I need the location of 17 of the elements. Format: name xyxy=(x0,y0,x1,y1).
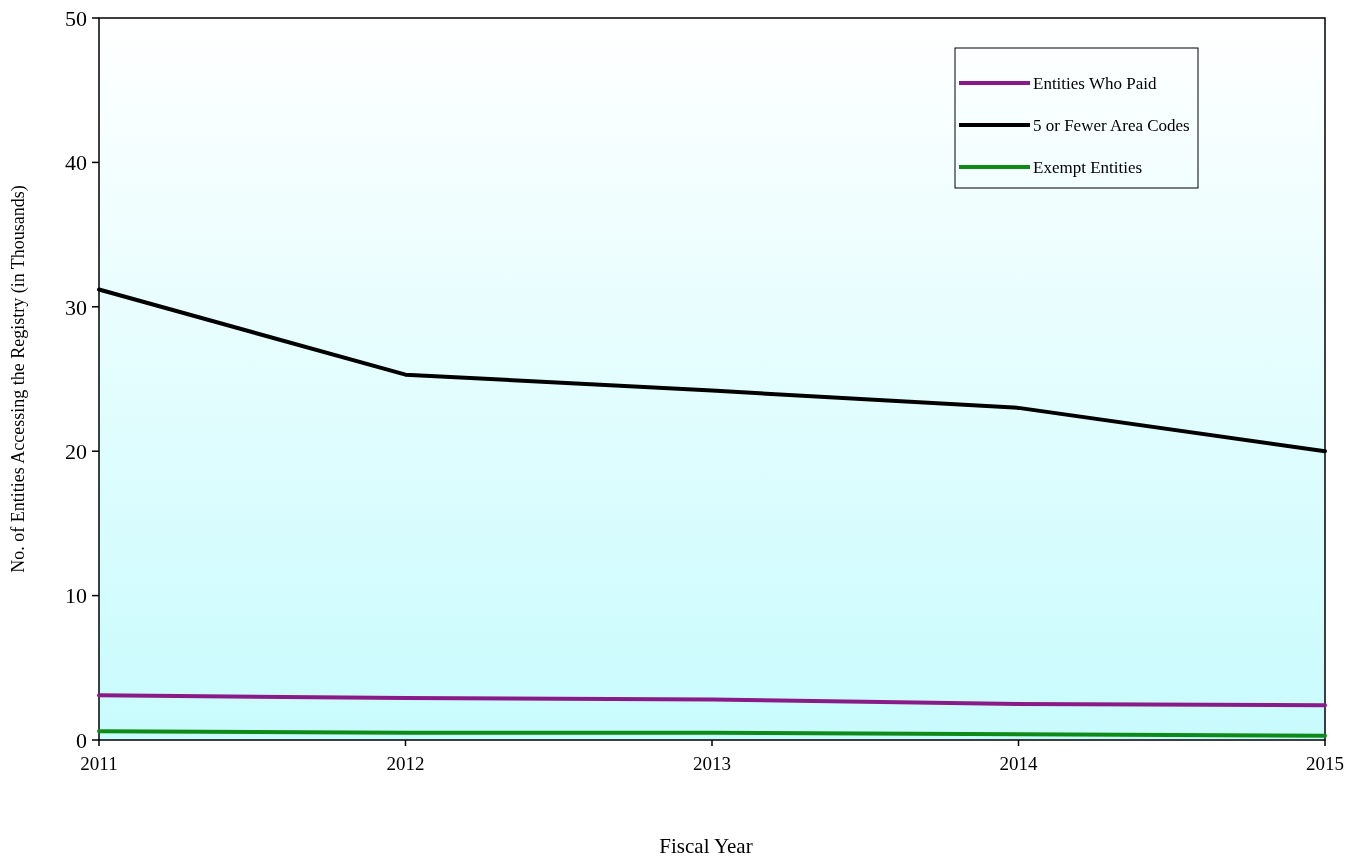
line-series xyxy=(97,693,1327,708)
x-tick-label: 2011 xyxy=(80,753,118,774)
y-tick-label: 50 xyxy=(65,5,87,31)
legend-label: Entities Who Paid xyxy=(1033,73,1157,93)
y-tick-label: 30 xyxy=(65,294,87,320)
y-tick-label: 40 xyxy=(65,150,87,176)
y-tick-label: 20 xyxy=(65,438,87,464)
y-axis-title: No. of Entities Accessing the Registry (in Thousands) xyxy=(8,185,29,573)
x-tick-label: 2014 xyxy=(999,753,1038,774)
x-axis-title: Fiscal Year xyxy=(659,834,753,858)
legend-label: Exempt Entities xyxy=(1033,157,1143,177)
y-tick-label: 0 xyxy=(76,727,87,753)
x-tick-label: 2012 xyxy=(386,753,425,774)
x-tick-label: 2013 xyxy=(693,753,731,774)
legend-label: 5 or Fewer Area Codes xyxy=(1033,115,1190,135)
y-tick-label: 10 xyxy=(65,583,87,609)
x-tick-label: 2015 xyxy=(1306,753,1344,774)
